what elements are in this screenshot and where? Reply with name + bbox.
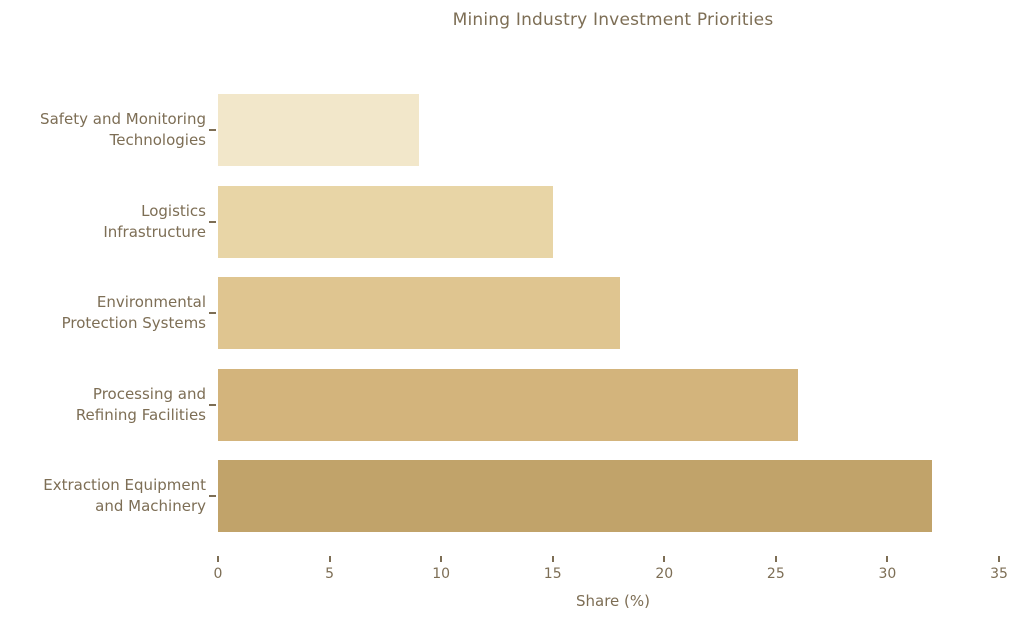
x-tick-mark-4 (663, 556, 666, 562)
x-tick-label-5: 25 (766, 566, 785, 582)
x-tick-mark-5 (774, 556, 777, 562)
bar-3 (218, 368, 799, 441)
x-axis-label: Share (%) (575, 592, 650, 610)
y-tick-mark-1 (209, 220, 216, 223)
x-tick-mark-1 (328, 556, 331, 562)
x-tick-mark-2 (440, 556, 443, 562)
x-tick-label-3: 15 (543, 566, 562, 582)
bar-4 (218, 460, 933, 532)
y-tick-label-1: Logistics Infrastructure (103, 201, 206, 241)
y-tick-mark-2 (209, 312, 216, 314)
x-tick-label-1: 5 (325, 566, 335, 582)
x-tick-mark-6 (886, 556, 889, 562)
x-tick-label-7: 35 (990, 566, 1008, 582)
y-tick-label-3: Processing and Refining Facilities (75, 384, 206, 424)
y-tick-label-2: Environmental Protection Systems (61, 293, 206, 332)
bar-0 (218, 94, 419, 166)
x-tick-label-4: 20 (655, 566, 674, 582)
x-tick-label-0: 0 (213, 566, 223, 582)
y-tick-mark-0 (209, 129, 216, 131)
y-tick-label-4: Extraction Equipment and Machinery (43, 476, 206, 515)
bar-1 (218, 185, 553, 258)
x-tick-mark-0 (217, 556, 219, 562)
y-tick-mark-3 (209, 403, 216, 406)
y-tick-label-0: Safety and Monitoring Technologies (40, 110, 206, 149)
x-tick-mark-3 (551, 556, 554, 562)
y-tick-mark-4 (209, 495, 216, 497)
bar-2 (218, 277, 620, 349)
x-tick-mark-7 (998, 556, 1000, 562)
chart-title: Mining Industry Investment Priorities (452, 10, 774, 30)
x-tick-label-6: 30 (878, 566, 897, 582)
x-tick-label-2: 10 (432, 566, 451, 582)
